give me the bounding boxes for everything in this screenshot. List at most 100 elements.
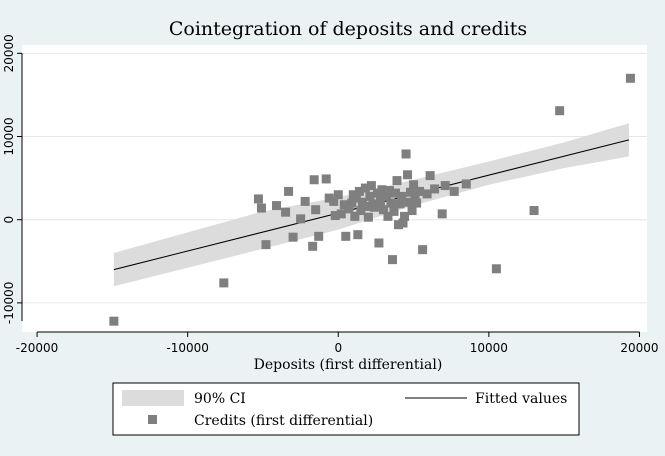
scatter-point-12	[311, 205, 321, 215]
scatter-point-40	[374, 238, 384, 248]
scatter-point-62	[409, 180, 419, 190]
scatter-point-57	[401, 149, 411, 159]
scatter-point-22	[341, 231, 351, 241]
scatter-point-0	[109, 316, 119, 326]
scatter-point-75	[529, 206, 539, 216]
legend: 90% CI Fitted values Credits (first diff…	[112, 382, 580, 436]
scatter-point-34	[363, 212, 373, 222]
scatter-point-8	[288, 232, 298, 242]
scatter-point-11	[308, 241, 318, 251]
legend-label-credits: Credits (first differential)	[194, 413, 373, 429]
scatter-point-3	[256, 203, 266, 213]
scatter-point-70	[437, 209, 447, 219]
scatter-point-21	[339, 200, 349, 210]
scatter-point-17	[329, 196, 339, 206]
scatter-point-58	[403, 170, 413, 180]
scatter-point-32	[360, 183, 370, 193]
scatter-point-16	[324, 193, 334, 203]
scatter-point-9	[296, 214, 306, 224]
scatter-point-36	[366, 181, 376, 191]
chart-title: Cointegration of deposits and credits	[169, 18, 527, 40]
scatter-point-50	[390, 188, 400, 198]
scatter-layer	[109, 73, 635, 326]
scatter-point-24	[347, 198, 357, 208]
scatter-point-68	[425, 171, 435, 181]
scatter-point-28	[353, 230, 363, 240]
scatter-point-71	[440, 181, 450, 191]
scatter-point-23	[344, 204, 354, 214]
scatter-point-52	[394, 220, 404, 230]
legend-label-ci: 90% CI	[194, 391, 246, 407]
scatter-point-35	[365, 191, 375, 201]
scatter-point-15	[321, 174, 331, 184]
scatter-point-38	[369, 202, 379, 212]
scatter-point-53	[395, 199, 405, 209]
scatter-point-47	[386, 198, 396, 208]
x-axis-ticks: -20000 -10000 0 10000 20000	[16, 332, 659, 355]
scatter-point-18	[330, 211, 340, 221]
scatter-point-45	[383, 211, 393, 221]
scatter-point-26	[350, 211, 360, 221]
scatter-point-64	[412, 198, 422, 208]
x-axis-title: Deposits (first differential)	[254, 357, 443, 373]
scatter-point-5	[272, 201, 282, 211]
x-tick-label-2: 0	[334, 341, 342, 355]
scatter-point-31	[357, 197, 367, 207]
scatter-point-4	[261, 240, 271, 250]
x-tick-label-3: 10000	[470, 341, 508, 355]
scatter-point-51	[392, 176, 402, 186]
scatter-point-54	[397, 191, 407, 201]
scatter-point-2	[253, 194, 263, 204]
scatter-point-46	[384, 186, 394, 196]
scatter-point-20	[336, 209, 346, 219]
scatter-point-73	[461, 179, 471, 189]
scatter-point-61	[407, 206, 417, 216]
scatter-point-29	[354, 186, 364, 196]
scatter-point-6	[281, 207, 291, 217]
scatter-point-13	[309, 175, 319, 185]
x-tick-label-1: -10000	[166, 341, 209, 355]
scatter-point-67	[422, 189, 432, 199]
scatter-point-49	[389, 206, 399, 216]
x-tick-label-4: 20000	[620, 341, 658, 355]
legend-box	[112, 382, 580, 436]
scatter-point-30	[356, 206, 366, 216]
y-tick-label-3: 20000	[2, 34, 16, 72]
scatter-point-10	[300, 196, 310, 206]
legend-label-fitted: Fitted values	[475, 391, 567, 407]
scatter-point-14	[314, 231, 324, 241]
scatter-point-7	[284, 186, 294, 196]
scatter-point-66	[418, 245, 428, 255]
x-tick-label-0: -20000	[16, 341, 59, 355]
legend-square-marker-icon	[148, 415, 157, 424]
scatter-point-41	[375, 196, 385, 206]
scatter-point-1	[219, 278, 229, 288]
y-tick-label-2: 10000	[2, 117, 16, 155]
scatter-point-56	[400, 211, 410, 221]
y-axis-ticks: -10000 0 10000 20000	[2, 34, 22, 324]
scatter-point-72	[449, 186, 459, 196]
scatter-point-63	[410, 193, 420, 203]
scatter-point-39	[372, 188, 382, 198]
scatter-point-65	[415, 186, 425, 196]
y-tick-label-0: -10000	[2, 282, 16, 325]
scatter-point-76	[555, 106, 565, 116]
scatter-point-59	[404, 197, 414, 207]
y-tick-label-1: 0	[2, 216, 16, 224]
scatter-point-43	[378, 205, 388, 215]
scatter-point-33	[362, 201, 372, 211]
scatter-point-74	[491, 264, 501, 274]
scatter-point-69	[430, 184, 440, 194]
plot-area	[22, 45, 647, 332]
scatter-point-44	[381, 191, 391, 201]
scatter-point-27	[351, 193, 361, 203]
scatter-point-55	[398, 218, 408, 228]
scatter-point-48	[387, 255, 397, 265]
legend-ci-swatch	[122, 390, 184, 406]
scatter-point-42	[377, 185, 387, 195]
scatter-point-77	[625, 73, 635, 83]
scatter-point-19	[333, 190, 343, 200]
scatter-point-60	[406, 187, 416, 197]
